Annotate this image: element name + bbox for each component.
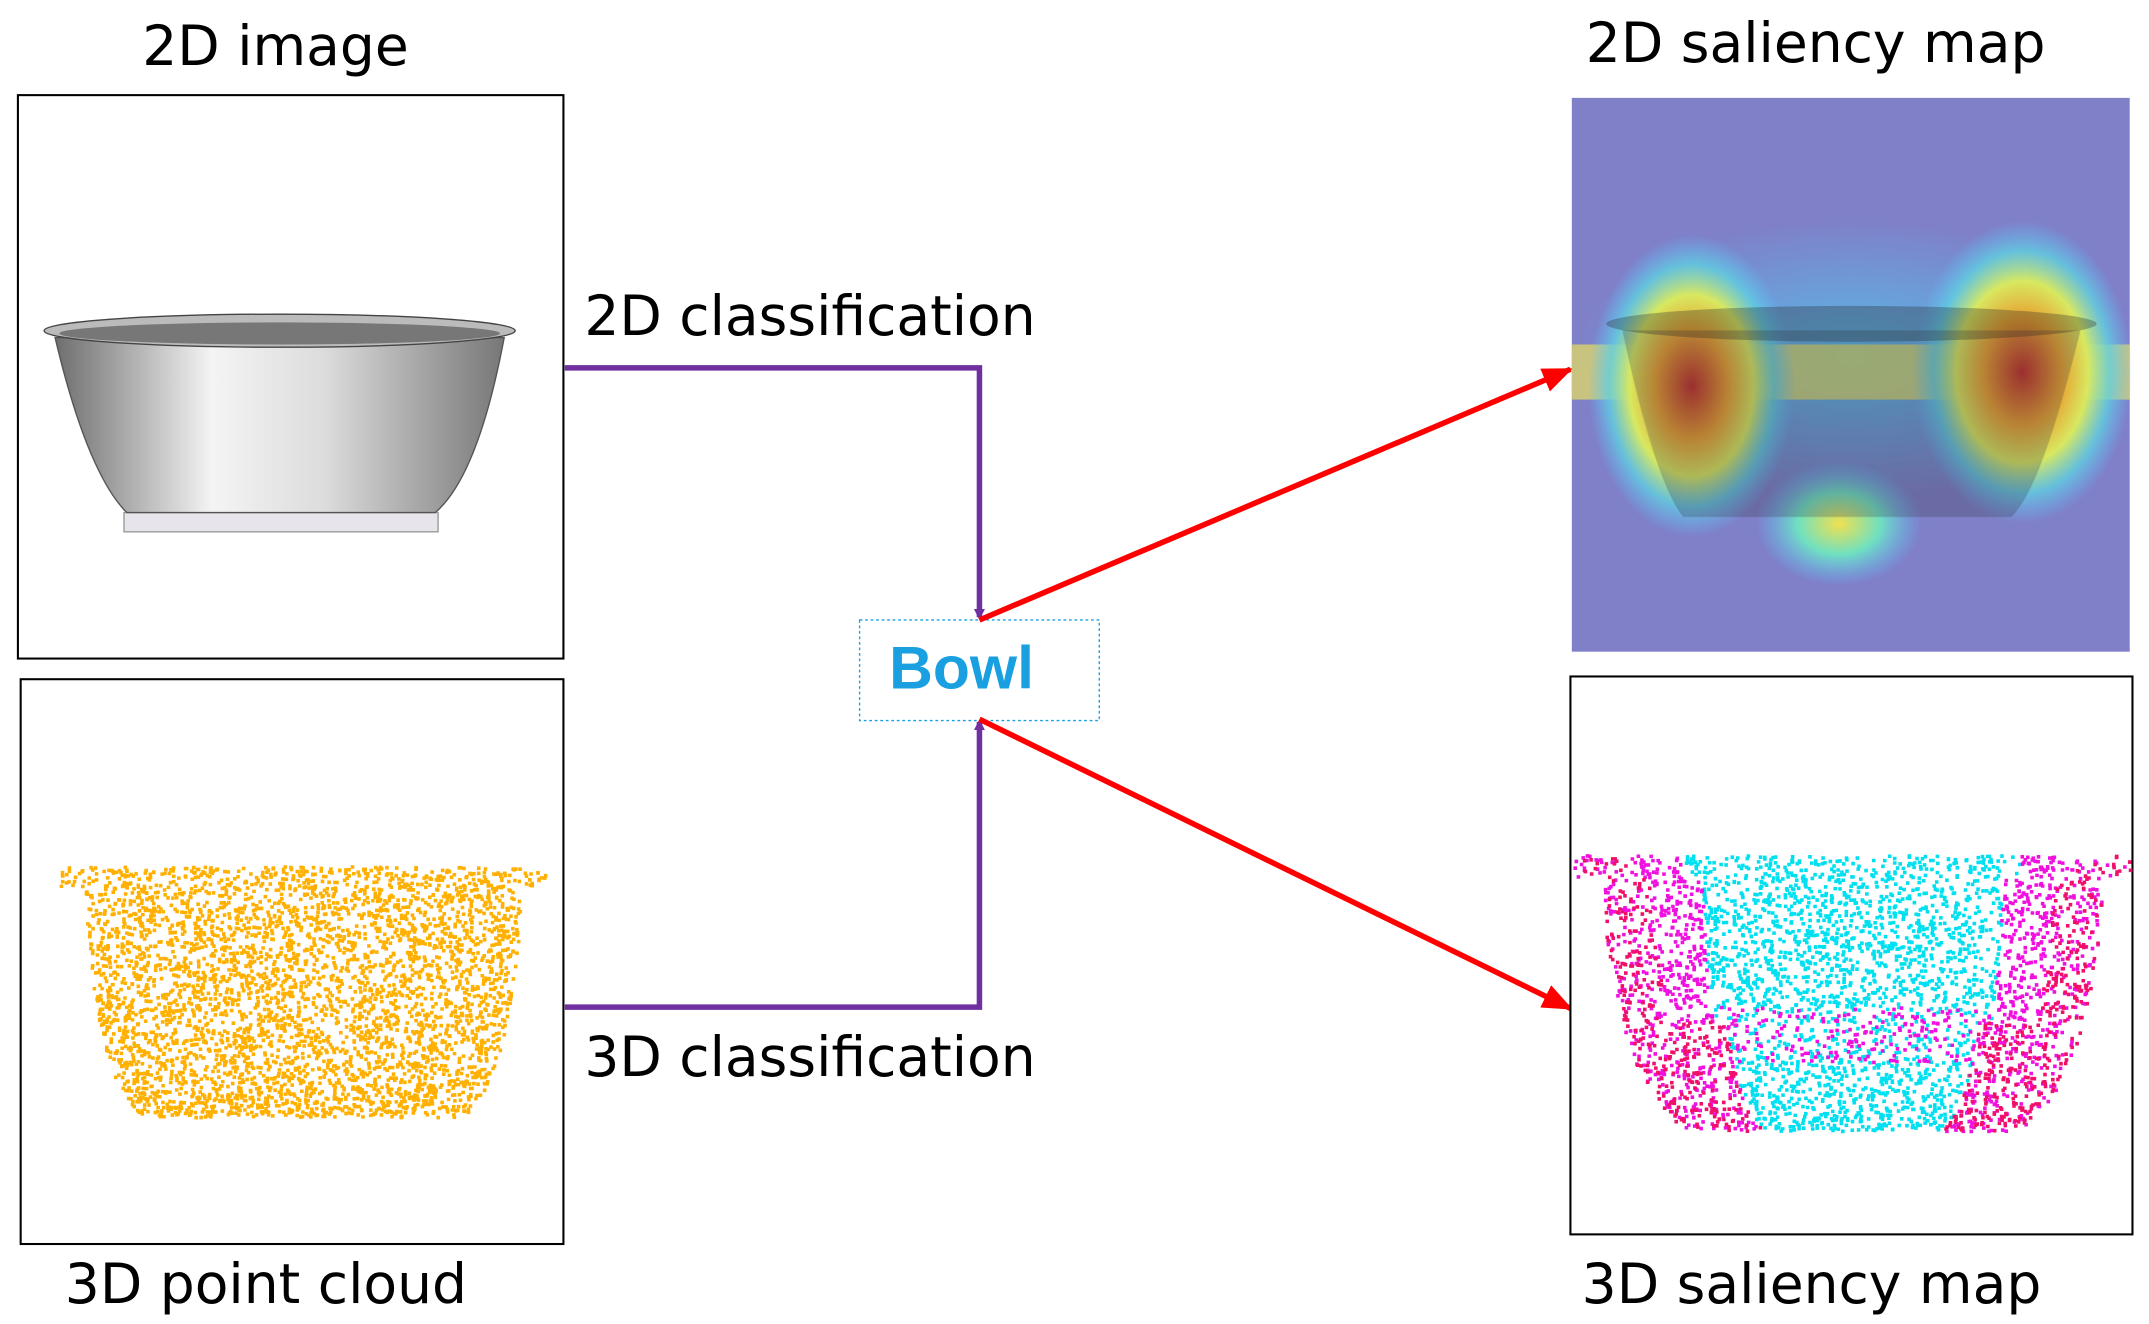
- panel-title: 2D saliency map: [1586, 11, 2046, 75]
- arrow: [564, 365, 985, 620]
- panel-title: 3D point cloud: [65, 1252, 467, 1316]
- result-box: [858, 619, 1100, 722]
- edge-label: 2D classification: [584, 284, 1035, 348]
- bowl-render: [43, 313, 516, 533]
- panel-title: 2D image: [142, 14, 409, 78]
- arrow: [978, 716, 1573, 1011]
- saliency-cloud-frame: [1569, 675, 2134, 1236]
- result-label: Bowl: [889, 633, 1034, 701]
- panel-title: 3D saliency map: [1582, 1252, 2042, 1316]
- saliency-points-high: [1582, 854, 2133, 1133]
- saliency-points-low: [1684, 854, 2022, 1134]
- saliency-image: [1571, 97, 2133, 652]
- edge-label: 3D classification: [584, 1025, 1035, 1089]
- arrow: [978, 366, 1573, 623]
- arrow: [564, 719, 985, 1010]
- point-cloud: [59, 865, 548, 1120]
